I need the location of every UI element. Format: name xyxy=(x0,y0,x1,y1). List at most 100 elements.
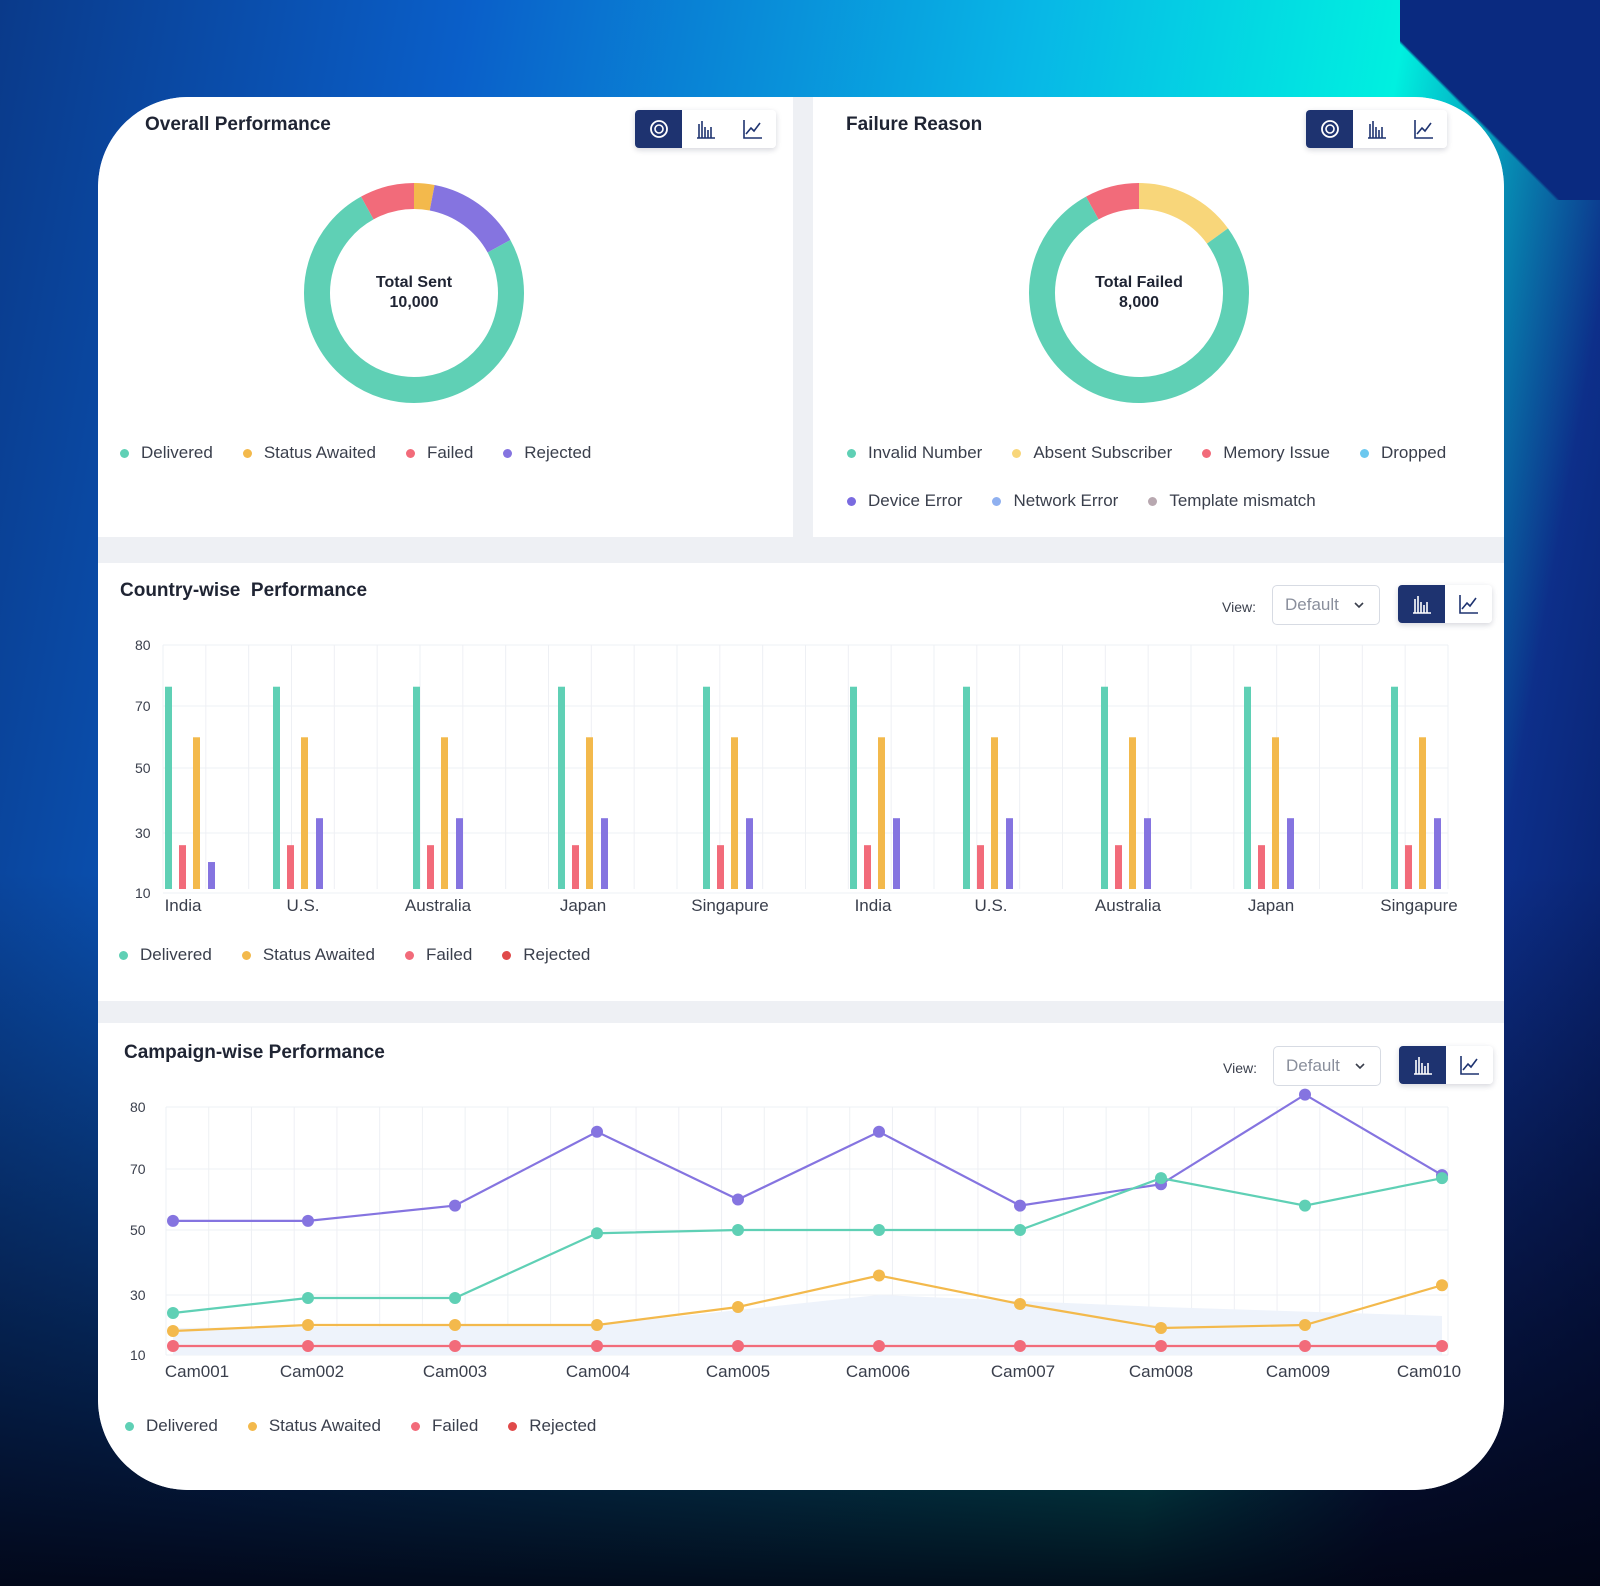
legend-item-memory-issue[interactable]: Memory Issue xyxy=(1202,441,1330,465)
point-delivered[interactable] xyxy=(732,1224,744,1236)
donut-slice-status-awaited[interactable] xyxy=(413,183,435,211)
legend-item-invalid-number[interactable]: Invalid Number xyxy=(847,441,982,465)
bar-view-button[interactable] xyxy=(682,110,729,148)
bar-delivered[interactable] xyxy=(413,686,420,889)
bar-failed[interactable] xyxy=(572,845,579,889)
point-delivered[interactable] xyxy=(1299,1199,1311,1212)
bar-delivered[interactable] xyxy=(558,686,565,889)
line-view-button[interactable] xyxy=(729,110,776,148)
point-failed[interactable] xyxy=(732,1340,744,1352)
point-delivered[interactable] xyxy=(591,1227,603,1240)
legend-item-failed[interactable]: Failed xyxy=(405,441,473,465)
legend-item-rejected[interactable]: Rejected xyxy=(508,1414,596,1438)
bar-delivered[interactable] xyxy=(703,686,710,889)
bar-failed[interactable] xyxy=(977,845,984,889)
point-failed[interactable] xyxy=(1436,1340,1448,1352)
donut-slice-absent-subscriber[interactable] xyxy=(1138,183,1228,244)
country-view-select[interactable]: Default xyxy=(1272,585,1380,625)
bar-rejected[interactable] xyxy=(1434,818,1441,889)
bar-delivered[interactable] xyxy=(1391,686,1398,889)
bar-rejected[interactable] xyxy=(1144,818,1151,889)
point-failed[interactable] xyxy=(449,1340,461,1352)
bar-status-awaited[interactable] xyxy=(586,737,593,889)
legend-item-template-mismatch[interactable]: Template mismatch xyxy=(1148,489,1316,513)
bar-delivered[interactable] xyxy=(273,686,280,889)
donut-slice-invalid-number[interactable] xyxy=(1029,196,1249,403)
point-failed[interactable] xyxy=(302,1340,314,1352)
bar-failed[interactable] xyxy=(427,845,434,889)
bar-status-awaited[interactable] xyxy=(878,737,885,889)
legend-item-status-awaited[interactable]: Status Awaited xyxy=(247,1414,381,1438)
point-failed[interactable] xyxy=(873,1340,885,1352)
point-failed[interactable] xyxy=(1155,1340,1167,1352)
donut-slice-failed[interactable] xyxy=(361,183,415,220)
bar-rejected[interactable] xyxy=(456,818,463,889)
line-view-button[interactable] xyxy=(1446,1046,1493,1084)
bar-rejected[interactable] xyxy=(893,818,900,889)
bar-rejected[interactable] xyxy=(746,818,753,889)
bar-delivered[interactable] xyxy=(1244,686,1251,889)
bar-status-awaited[interactable] xyxy=(731,737,738,889)
donut-slice-rejected[interactable] xyxy=(429,184,511,253)
bar-view-button[interactable] xyxy=(1399,1046,1446,1084)
bar-failed[interactable] xyxy=(864,845,871,889)
bar-failed[interactable] xyxy=(1258,845,1265,889)
point-status-awaited[interactable] xyxy=(732,1301,744,1313)
point-delivered[interactable] xyxy=(1014,1224,1026,1236)
bar-failed[interactable] xyxy=(1115,845,1122,889)
point-rejected[interactable] xyxy=(591,1125,603,1138)
point-status-awaited[interactable] xyxy=(1155,1322,1167,1334)
bar-view-button[interactable] xyxy=(1398,585,1445,623)
point-delivered[interactable] xyxy=(1436,1172,1448,1185)
legend-item-dropped[interactable]: Dropped xyxy=(1359,441,1446,465)
bar-rejected[interactable] xyxy=(316,818,323,889)
point-delivered[interactable] xyxy=(302,1292,314,1304)
bar-delivered[interactable] xyxy=(1101,686,1108,889)
point-failed[interactable] xyxy=(591,1340,603,1352)
legend-item-delivered[interactable]: Delivered xyxy=(120,441,213,465)
point-status-awaited[interactable] xyxy=(302,1319,314,1331)
bar-rejected[interactable] xyxy=(1287,818,1294,889)
point-rejected[interactable] xyxy=(449,1199,461,1212)
donut-view-button[interactable] xyxy=(1306,110,1353,148)
legend-item-rejected[interactable]: Rejected xyxy=(502,943,590,967)
legend-item-failed[interactable]: Failed xyxy=(410,1414,478,1438)
point-status-awaited[interactable] xyxy=(1436,1279,1448,1292)
bar-view-button[interactable] xyxy=(1353,110,1400,148)
donut-slice-delivered[interactable] xyxy=(304,196,524,403)
point-rejected[interactable] xyxy=(167,1214,179,1227)
bar-status-awaited[interactable] xyxy=(1129,737,1136,889)
legend-item-delivered[interactable]: Delivered xyxy=(125,1414,218,1438)
line-view-button[interactable] xyxy=(1400,110,1447,148)
bar-failed[interactable] xyxy=(717,845,724,889)
bar-rejected[interactable] xyxy=(208,862,215,889)
bar-failed[interactable] xyxy=(1405,845,1412,889)
point-delivered[interactable] xyxy=(167,1307,179,1319)
point-rejected[interactable] xyxy=(302,1214,314,1227)
bar-failed[interactable] xyxy=(287,845,294,889)
legend-item-rejected[interactable]: Rejected xyxy=(503,441,591,465)
bar-status-awaited[interactable] xyxy=(301,737,308,889)
legend-item-delivered[interactable]: Delivered xyxy=(119,943,212,967)
point-status-awaited[interactable] xyxy=(591,1319,603,1331)
donut-view-button[interactable] xyxy=(635,110,682,148)
bar-status-awaited[interactable] xyxy=(991,737,998,889)
campaign-view-select[interactable]: Default xyxy=(1273,1046,1381,1086)
point-rejected[interactable] xyxy=(732,1193,744,1206)
line-view-button[interactable] xyxy=(1445,585,1492,623)
legend-item-status-awaited[interactable]: Status Awaited xyxy=(241,943,375,967)
legend-item-status-awaited[interactable]: Status Awaited xyxy=(242,441,376,465)
bar-rejected[interactable] xyxy=(601,818,608,889)
point-rejected[interactable] xyxy=(873,1125,885,1138)
legend-item-device-error[interactable]: Device Error xyxy=(847,489,962,513)
point-rejected[interactable] xyxy=(1299,1088,1311,1101)
bar-failed[interactable] xyxy=(179,845,186,889)
legend-item-failed[interactable]: Failed xyxy=(404,943,472,967)
point-status-awaited[interactable] xyxy=(167,1325,179,1337)
bar-delivered[interactable] xyxy=(850,686,857,889)
donut-slice-memory-issue[interactable] xyxy=(1086,183,1140,220)
point-rejected[interactable] xyxy=(1014,1199,1026,1212)
bar-status-awaited[interactable] xyxy=(1272,737,1279,889)
bar-status-awaited[interactable] xyxy=(441,737,448,889)
bar-status-awaited[interactable] xyxy=(1419,737,1426,889)
